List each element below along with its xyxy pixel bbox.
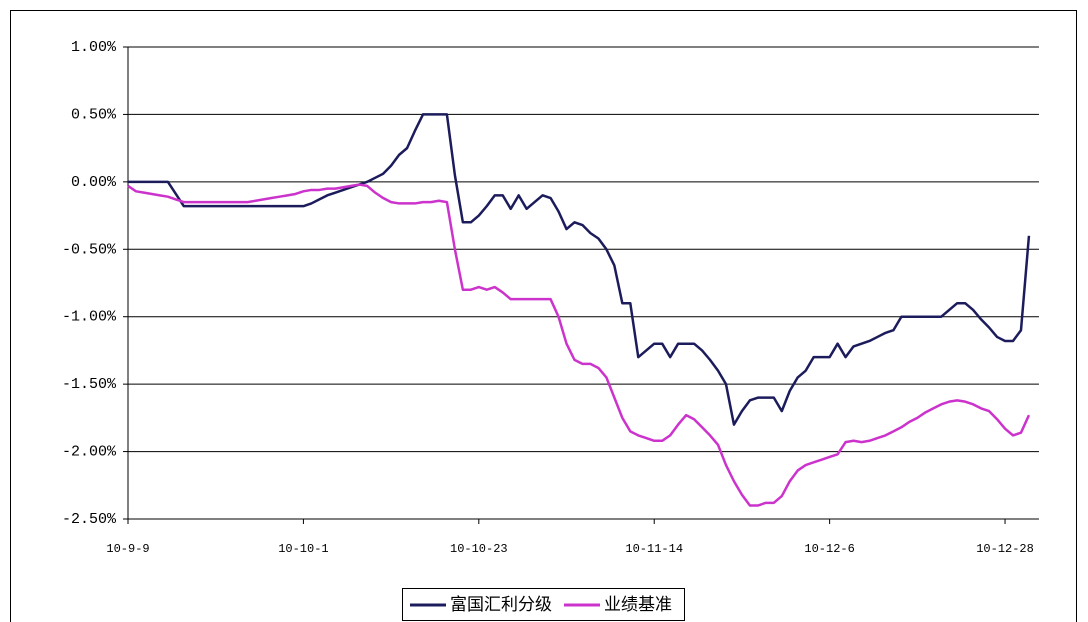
legend-label: 富国汇利分级 [450, 595, 552, 615]
series-line [127, 183, 1031, 507]
legend-box [402, 588, 685, 621]
y-tick-label: -0.50% [62, 241, 117, 258]
y-tick-label: 1.00% [71, 39, 117, 56]
y-tick-label: 0.00% [71, 174, 117, 191]
y-tick-label: 0.50% [71, 106, 117, 123]
x-tick-label: 10-12-6 [804, 542, 854, 556]
y-tick-label: -2.50% [62, 511, 117, 528]
x-tick-label: 10-10-23 [450, 542, 508, 556]
y-tick-label: -2.00% [62, 444, 117, 461]
x-tick-label: 10-10-1 [278, 542, 328, 556]
y-tick-label: -1.00% [62, 309, 117, 326]
x-tick-label: 10-9-9 [106, 542, 149, 556]
x-tick-label: 10-11-14 [625, 542, 683, 556]
x-tick-label: 10-12-28 [976, 542, 1034, 556]
chart-frame [10, 10, 1077, 622]
series-line [128, 113, 1031, 426]
legend: 富国汇利分级 业绩基准 [402, 588, 685, 621]
y-tick-label: -1.50% [62, 376, 117, 393]
legend-label: 业绩基准 [604, 595, 672, 615]
